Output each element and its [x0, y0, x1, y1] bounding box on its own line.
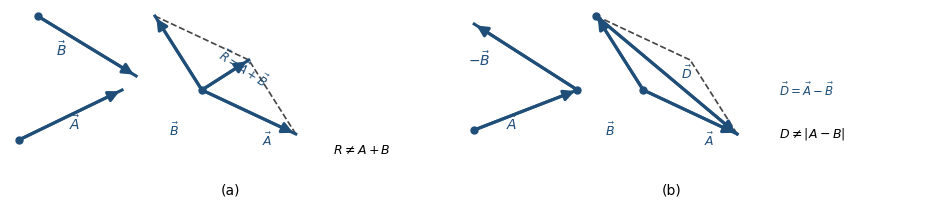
Text: $R \neq A+B$: $R \neq A+B$ [332, 144, 391, 156]
Text: $\vec{D}=\vec{A}-\vec{B}$: $\vec{D}=\vec{A}-\vec{B}$ [779, 81, 835, 99]
Text: $\vec{A}$: $\vec{A}$ [69, 115, 81, 133]
Text: $\vec{B}$: $\vec{B}$ [55, 41, 67, 59]
Text: $\vec{R}=\vec{A}+\vec{B}$: $\vec{R}=\vec{A}+\vec{B}$ [216, 47, 270, 91]
Text: $\vec{A}$: $\vec{A}$ [506, 115, 517, 133]
Text: $-\vec{B}$: $-\vec{B}$ [468, 51, 490, 69]
Text: $\vec{D}$: $\vec{D}$ [681, 64, 692, 82]
Text: $D \neq |A-B|$: $D \neq |A-B|$ [779, 126, 846, 142]
Text: $\vec{A}$: $\vec{A}$ [703, 131, 715, 149]
Text: $\vec{B}$: $\vec{B}$ [606, 121, 615, 139]
Text: $\vec{B}$: $\vec{B}$ [169, 121, 178, 139]
Text: (b): (b) [661, 183, 682, 197]
Text: (a): (a) [221, 183, 239, 197]
Text: $\vec{A}$: $\vec{A}$ [262, 131, 273, 149]
